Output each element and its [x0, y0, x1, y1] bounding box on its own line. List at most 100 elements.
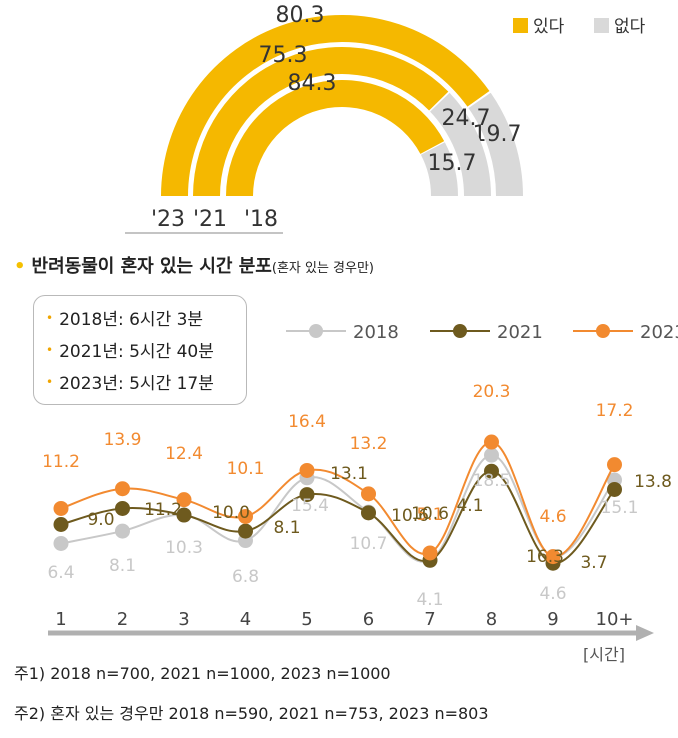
point-2023 [53, 500, 69, 516]
data-label-2023: 11.2 [42, 452, 80, 472]
x-tick-label: 8 [486, 609, 497, 630]
legend-label-2018: 2018 [353, 322, 399, 343]
data-label-2018: 10.3 [165, 538, 203, 558]
bullet-icon: • [46, 343, 54, 357]
line-legend: 2018 2021 2023 [286, 322, 678, 343]
x-tick-label: 6 [363, 609, 374, 630]
legend-no-swatch [594, 18, 609, 33]
summary-line: • 2021년: 5시간 40분 [46, 337, 214, 362]
data-label-2018: 15.1 [601, 498, 639, 518]
section-subtitle: (혼자 있는 경우만) [271, 261, 375, 276]
point-2023 [115, 481, 130, 497]
data-label-2021: 9.0 [87, 510, 114, 530]
summary-line: • 2018년: 6시간 3분 [46, 305, 203, 330]
point-2021 [115, 500, 130, 516]
x-tick-label: 2 [117, 609, 128, 630]
x-tick-label: 9 [547, 609, 558, 630]
bullet-icon: • [46, 375, 54, 389]
legend-yes-label: 있다 [533, 17, 565, 37]
data-label-2021: 16.3 [526, 547, 564, 567]
data-label-2023: 16.4 [288, 412, 326, 432]
point-2021 [607, 481, 622, 497]
data-label-2018: 6.4 [47, 563, 74, 583]
point-2021 [53, 517, 69, 532]
data-label-2023: 4.6 [539, 507, 566, 527]
point-2021 [484, 463, 499, 479]
point-2018 [53, 535, 69, 551]
data-label-2023: 17.2 [596, 401, 634, 421]
point-2023 [484, 434, 499, 450]
ring-yes-label: 75.3 [259, 43, 308, 68]
point-2023 [607, 457, 622, 473]
data-label-2021: 3.7 [580, 553, 607, 573]
legend-label-2023: 2023 [640, 322, 678, 343]
line-chart: 1 2 3 4 5 6 7 8 9 10+ [시간] 6.4 8.1 10.3 6.8 15.4 10.7 4.1… [42, 382, 672, 664]
summary-box: • 2018년: 6시간 3분 • 2021년: 5시간 40분 • 2023년: 5… [33, 295, 247, 405]
data-label-2018: 6.8 [232, 567, 259, 587]
footnote-1: 주1) 2018 n=700, 2021 n=1000, 2023 n=1000 [14, 664, 391, 683]
data-label-2023: 12.4 [165, 444, 203, 464]
x-tick-label: 5 [301, 609, 312, 630]
ring-no-label: 15.7 [428, 151, 477, 176]
data-label-2018: 18.5 [473, 471, 511, 491]
ring-year-label: '21 [193, 207, 227, 232]
data-label-2018: 4.1 [416, 590, 443, 610]
data-label-2018: 15.4 [291, 496, 329, 516]
x-axis-arrow-icon [636, 625, 654, 641]
data-label-2018: 10.7 [350, 534, 388, 554]
x-tick-label: 10+ [596, 609, 634, 630]
bullet-icon: • [46, 311, 54, 325]
data-label-2023: 13.9 [104, 430, 142, 450]
data-label-2021: 4.1 [456, 496, 483, 516]
summary-line: • 2023년: 5시간 17분 [46, 369, 214, 394]
ring-year-label: '18 [244, 207, 278, 232]
data-label-2021: 13.1 [330, 464, 368, 484]
ring-no-label: 24.7 [442, 106, 491, 131]
point-2023 [361, 486, 376, 502]
x-tick-label: 3 [178, 609, 189, 630]
x-tick-label: 1 [55, 609, 66, 630]
data-label-2023: 10.1 [227, 459, 265, 479]
x-tick-label: 7 [424, 609, 435, 630]
data-label-2023: 20.3 [473, 382, 511, 402]
data-label-2021: 10.0 [212, 503, 250, 523]
legend-label-2021: 2021 [497, 322, 543, 343]
point-2023 [238, 508, 253, 524]
ring-no-y23 [468, 92, 523, 196]
ring-year-label: '23 [151, 207, 185, 232]
point-2023 [299, 462, 315, 478]
data-label-2021: 11.2 [144, 500, 182, 520]
footnote-2: 주2) 혼자 있는 경우만 2018 n=590, 2021 n=753, 20… [14, 704, 489, 723]
point-2023 [422, 545, 438, 561]
data-label-2023: 5.1 [416, 505, 443, 525]
summary-text: 2021년: 5시간 40분 [59, 342, 214, 362]
section-title: • 반려동물이 혼자 있는 시간 분포(혼자 있는 경우만) [14, 252, 374, 278]
point-2021 [361, 505, 376, 521]
ring-yes-label: 84.3 [288, 71, 337, 96]
legend-no-label: 없다 [614, 17, 646, 37]
point-2021 [299, 487, 315, 503]
data-label-2023: 13.2 [350, 434, 388, 454]
data-label-2018: 8.1 [109, 556, 136, 576]
summary-text: 2018년: 6시간 3분 [59, 310, 204, 330]
legend-marker-2018 [309, 324, 323, 338]
legend-marker-2021 [453, 324, 467, 338]
point-2021 [176, 507, 192, 523]
point-2021 [238, 523, 253, 539]
section-title-text: 반려동물이 혼자 있는 시간 분포 [31, 256, 272, 277]
ring-yes-label: 80.3 [276, 3, 325, 28]
donut-legend: 있다 없다 [513, 17, 646, 37]
point-2018 [484, 447, 499, 463]
ring-no-y18 [420, 142, 458, 196]
point-2023 [545, 549, 561, 565]
x-tick-label: 4 [240, 609, 251, 630]
data-label-2018: 4.6 [539, 584, 566, 604]
x-axis-title: [시간] [583, 645, 625, 664]
legend-yes-swatch [513, 18, 528, 33]
ring-yes-y23 [161, 14, 490, 196]
ring-no-y21 [430, 92, 491, 196]
data-label-2021: 10.6 [391, 506, 429, 526]
data-label-2021: 10.6 [411, 504, 449, 524]
